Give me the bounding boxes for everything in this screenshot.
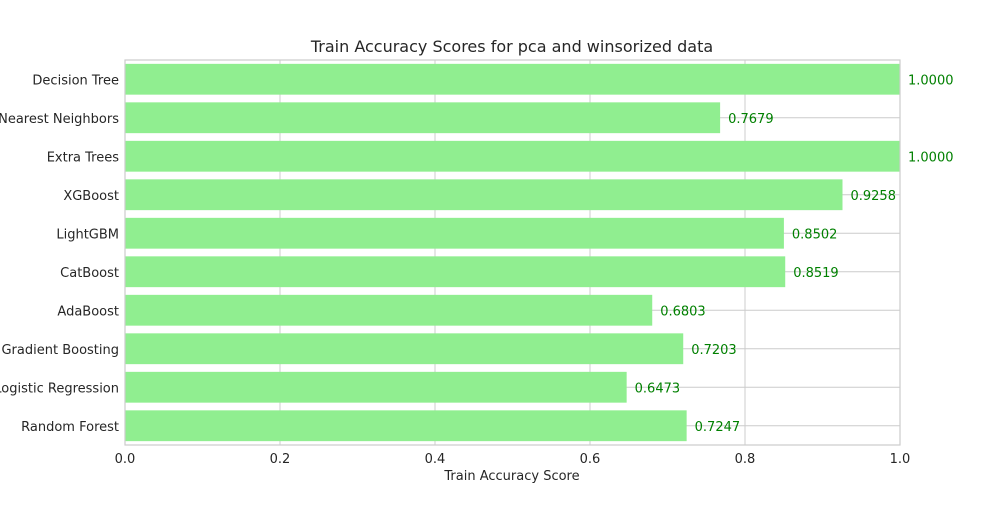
x-axis-label: Train Accuracy Score [443,469,579,484]
data-label: 0.8502 [792,227,838,242]
bar [125,63,900,95]
bar [125,333,684,365]
x-tick-label: 0.0 [115,452,136,467]
y-tick-label: AdaBoost [57,304,119,319]
bar [125,179,843,211]
data-label: 0.6803 [660,304,706,319]
y-tick-label: Decision Tree [32,73,119,88]
bar [125,217,784,249]
y-tick-label: Gradient Boosting [1,343,119,358]
data-label: 1.0000 [908,150,954,165]
data-label: 0.9258 [850,189,896,204]
x-tick-label: 0.6 [580,452,601,467]
x-tick-label: 0.8 [735,452,756,467]
bar [125,294,653,326]
y-tick-label: Logistic Regression [0,381,119,396]
data-label: 0.7203 [691,343,737,358]
x-tick-label: 0.4 [425,452,446,467]
data-label: 0.6473 [635,381,681,396]
y-tick-label: CatBoost [60,266,119,281]
plot-frame [124,59,901,446]
data-label: 1.0000 [908,73,954,88]
x-tick-label: 1.0 [890,452,911,467]
y-tick-label: Random Forest [21,420,119,435]
y-tick-label: Extra Trees [47,150,120,165]
bar [125,102,721,134]
data-label: 0.7679 [728,112,774,127]
bar [125,256,786,288]
data-label: 0.8519 [793,266,839,281]
bar [125,410,687,442]
y-tick-label: K-Nearest Neighbors [0,112,119,127]
bars [125,63,900,442]
tick-labels: 0.0 0.2 0.4 0.6 0.8 1.0 Decision Tree K-Nearest… [0,73,910,467]
data-label: 0.7247 [695,420,741,435]
x-tick-label: 0.2 [270,452,291,467]
bar [125,371,627,403]
bar [125,140,900,172]
value-labels: 1.0000 0.7679 1.0000 0.9258 0.8502 0.8519 0.68… [635,73,954,435]
y-tick-label: XGBoost [63,189,119,204]
chart-title: Train Accuracy Scores for pca and winsor… [310,37,713,56]
plot-border [124,59,901,446]
y-tick-label: LightGBM [56,227,119,242]
